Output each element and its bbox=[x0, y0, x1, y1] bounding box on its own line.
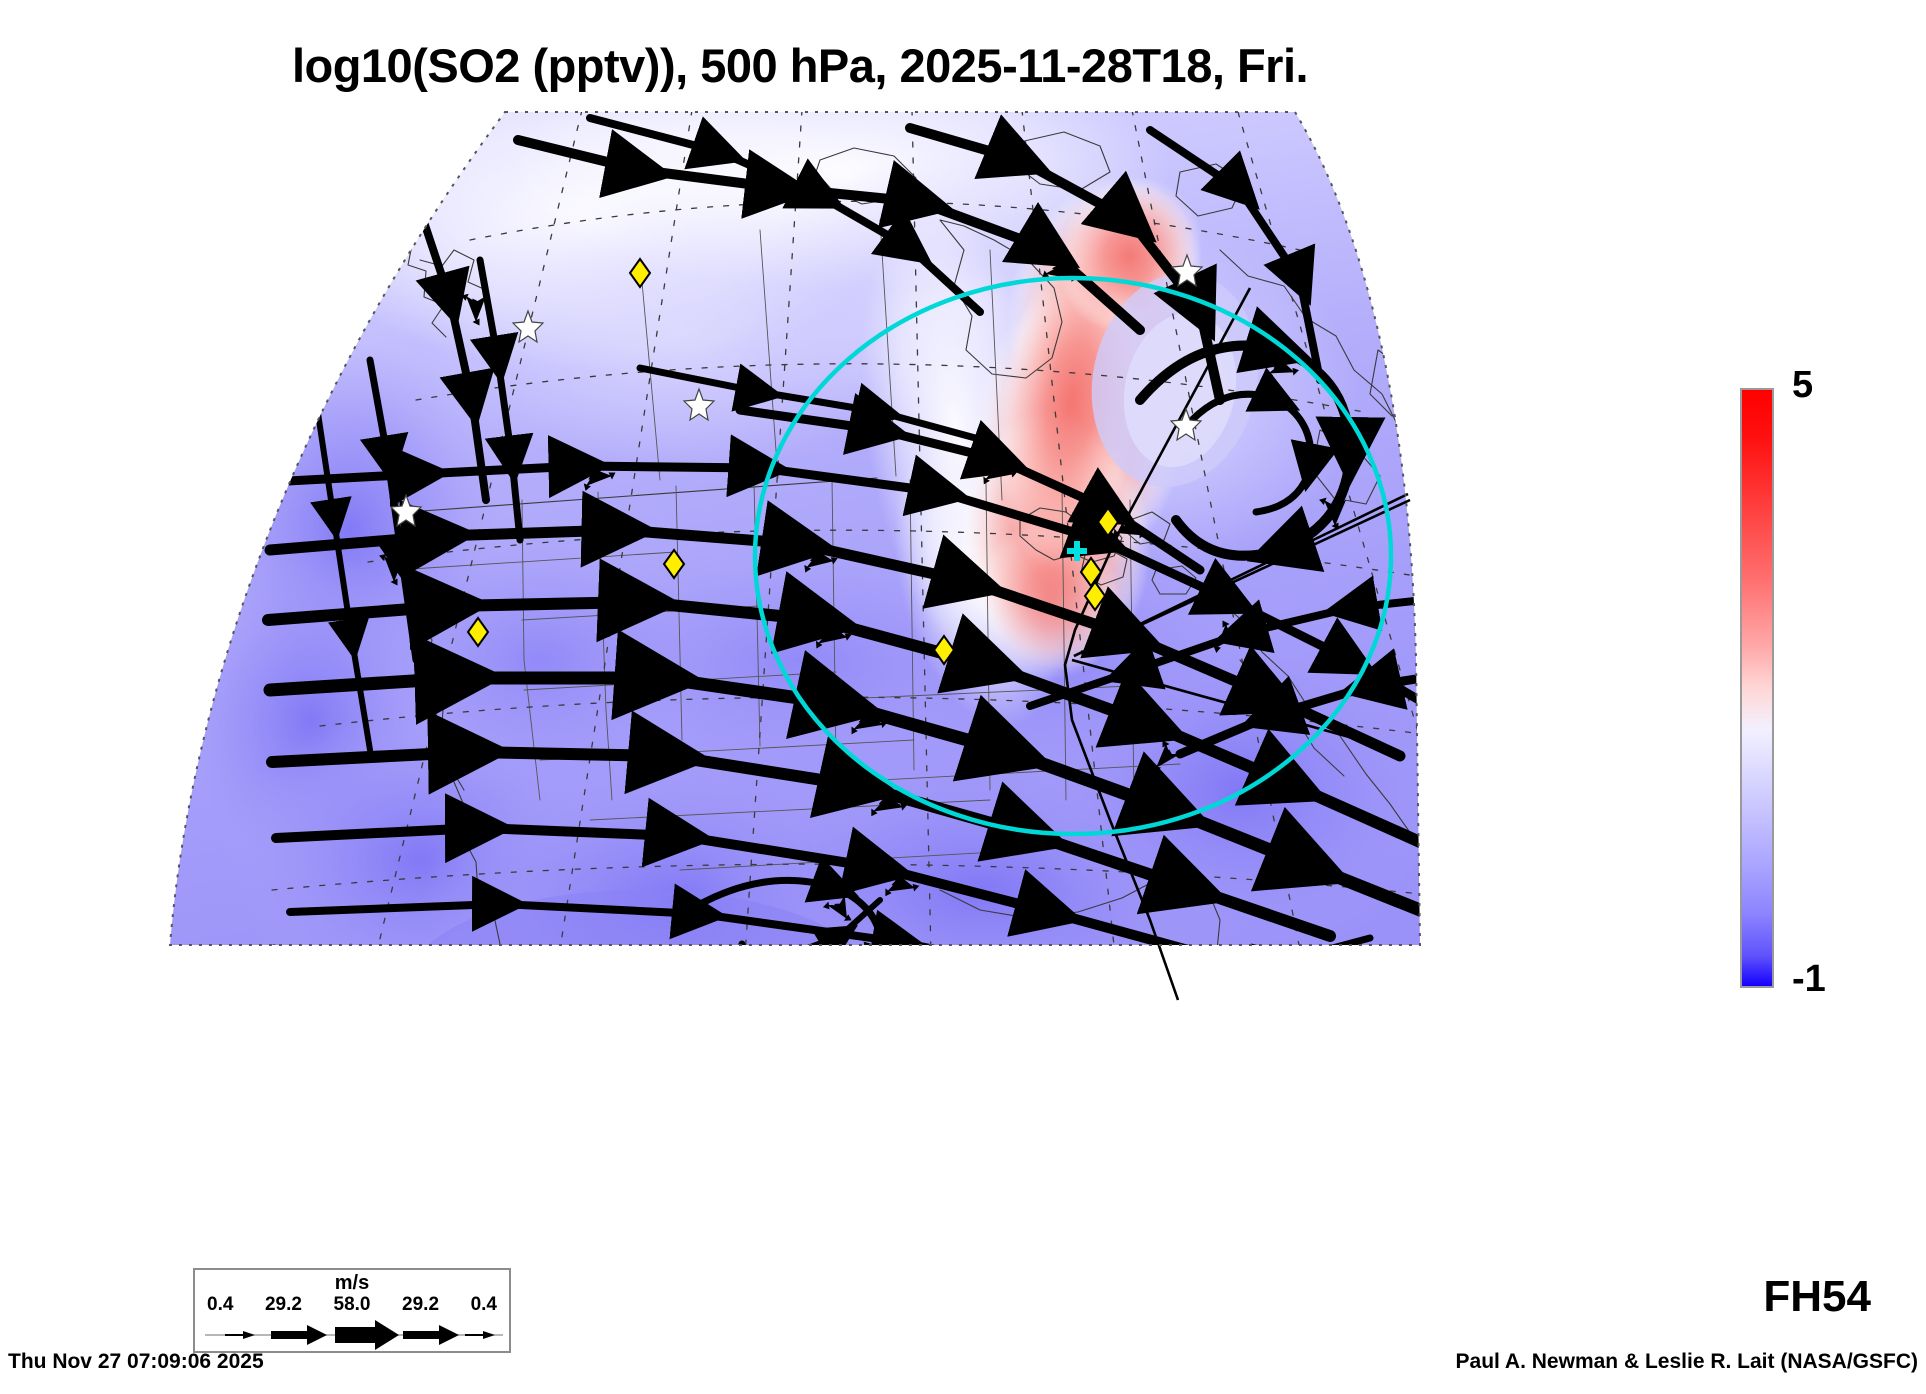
site-marker[interactable] bbox=[1096, 506, 1120, 538]
page-title: log10(SO2 (pptv)), 500 hPa, 2025-11-28T1… bbox=[291, 39, 1309, 92]
map-svg bbox=[168, 111, 1422, 1001]
range-ring bbox=[752, 275, 1394, 837]
map-panel bbox=[120, 100, 1520, 1020]
colorbar-min-label: -1 bbox=[1792, 958, 1826, 1000]
site-markers bbox=[466, 257, 1120, 666]
wind-tick-4: 0.4 bbox=[470, 1294, 497, 1315]
site-marker[interactable] bbox=[662, 548, 686, 580]
station-markers bbox=[389, 253, 1204, 528]
author-credit: Paul A. Newman & Leslie R. Lait (NASA/GS… bbox=[1455, 1350, 1918, 1373]
generation-timestamp: Thu Nov 27 07:09:06 2025 bbox=[8, 1350, 264, 1373]
site-marker[interactable] bbox=[932, 634, 956, 666]
wind-tick-labels: 0.4 29.2 58.0 29.2 0.4 bbox=[195, 1294, 509, 1316]
flight-track bbox=[1063, 287, 1411, 1001]
wind-tick-1: 29.2 bbox=[264, 1294, 302, 1315]
wind-tick-0: 0.4 bbox=[207, 1294, 234, 1315]
colorbar-gradient[interactable] bbox=[1740, 388, 1774, 988]
wind-tick-2: 58.0 bbox=[333, 1294, 371, 1315]
colorbar: 5 -1 bbox=[1740, 364, 1920, 1000]
colorbar-max-label: 5 bbox=[1792, 364, 1814, 406]
site-marker[interactable] bbox=[1079, 556, 1103, 588]
wind-arrow-scale-icon bbox=[205, 1320, 503, 1350]
wind-units-label: m/s bbox=[334, 1272, 370, 1294]
wind-speed-legend: m/s 0.4 29.2 58.0 29.2 0.4 bbox=[193, 1268, 511, 1353]
map-boundary bbox=[168, 111, 1422, 946]
wind-streamlines bbox=[262, 114, 1420, 945]
site-marker[interactable] bbox=[1083, 580, 1107, 612]
site-marker[interactable] bbox=[628, 257, 652, 289]
site-marker[interactable] bbox=[466, 616, 490, 648]
forecast-hour-label: FH54 bbox=[1763, 1272, 1871, 1321]
streamline-arrow-heads bbox=[384, 184, 1346, 945]
wind-tick-3: 29.2 bbox=[402, 1294, 440, 1315]
center-marker-icon bbox=[1067, 541, 1087, 561]
